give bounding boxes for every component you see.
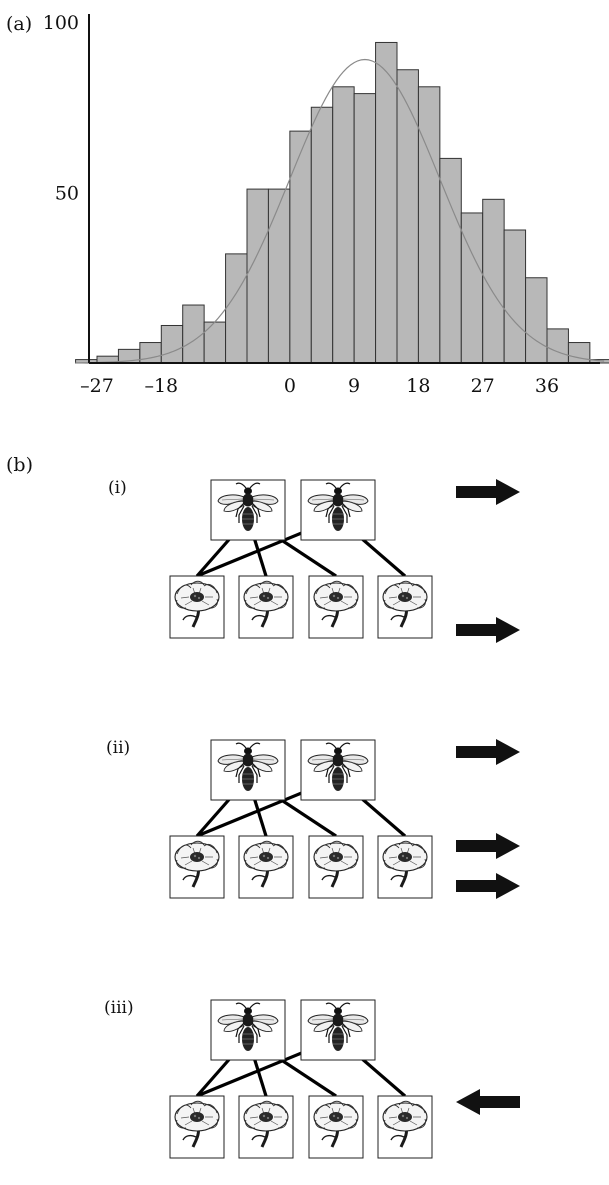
histogram-bar <box>503 229 527 364</box>
histogram-bar <box>310 106 334 364</box>
network-scenario: (iii) <box>104 998 520 1159</box>
scenario-label: (iii) <box>104 998 134 1018</box>
scenario-label: (i) <box>108 478 127 498</box>
x-tick-label: 36 <box>535 375 559 397</box>
histogram-bar <box>246 188 269 364</box>
x-tick-labels: –27 –18 0 9 18 27 36 <box>80 375 559 397</box>
histogram-bar <box>139 342 162 364</box>
arrow-right-icon <box>456 833 520 859</box>
x-tick-label: –27 <box>80 375 114 397</box>
arrow-right-icon <box>456 739 520 765</box>
y-tick-labels: 50 100 <box>43 12 79 205</box>
histogram-bar <box>225 253 248 364</box>
arrow-right-icon <box>456 617 520 643</box>
panel-a-label: (a) <box>6 13 32 35</box>
histogram-bar <box>460 212 484 364</box>
histogram-bar <box>439 157 462 364</box>
fit-curve <box>75 58 605 364</box>
x-tick-label: 27 <box>471 375 495 397</box>
network-scenario: (i) <box>108 478 520 643</box>
histogram-bar <box>546 328 569 364</box>
x-tick-label: 9 <box>348 375 360 397</box>
histogram-bars <box>75 41 609 364</box>
x-tick-label: 18 <box>406 375 430 397</box>
y-tick-label: 50 <box>55 183 79 205</box>
histogram-bar <box>525 277 548 364</box>
panel-b-label: (b) <box>6 454 33 476</box>
arrow-right-icon <box>456 873 520 899</box>
network-panel: (b) (i) (ii) (iii) <box>6 454 520 1159</box>
x-tick-label: –18 <box>144 375 178 397</box>
arrow-right-icon <box>456 479 520 505</box>
histogram-bar <box>567 342 591 364</box>
histogram-panel: (a) 50 100 –27 –18 0 9 18 27 36 <box>6 12 609 397</box>
histogram-bar <box>267 188 291 364</box>
histogram-bar <box>182 304 205 364</box>
histogram-bar <box>396 69 419 364</box>
x-tick-label: 0 <box>284 375 296 397</box>
arrow-left-icon <box>456 1089 520 1115</box>
histogram-bar <box>160 324 184 364</box>
histogram-bar <box>203 321 227 364</box>
histogram-bar <box>417 86 441 364</box>
histogram-bar <box>289 130 312 364</box>
histogram-bar <box>353 93 377 364</box>
histogram-bar <box>375 41 398 364</box>
histogram-bar <box>332 86 355 364</box>
y-tick-label: 100 <box>43 12 79 34</box>
scenario-label: (ii) <box>106 738 130 758</box>
scenarios: (i) (ii) (iii) <box>104 478 520 1159</box>
network-scenario: (ii) <box>106 738 520 899</box>
